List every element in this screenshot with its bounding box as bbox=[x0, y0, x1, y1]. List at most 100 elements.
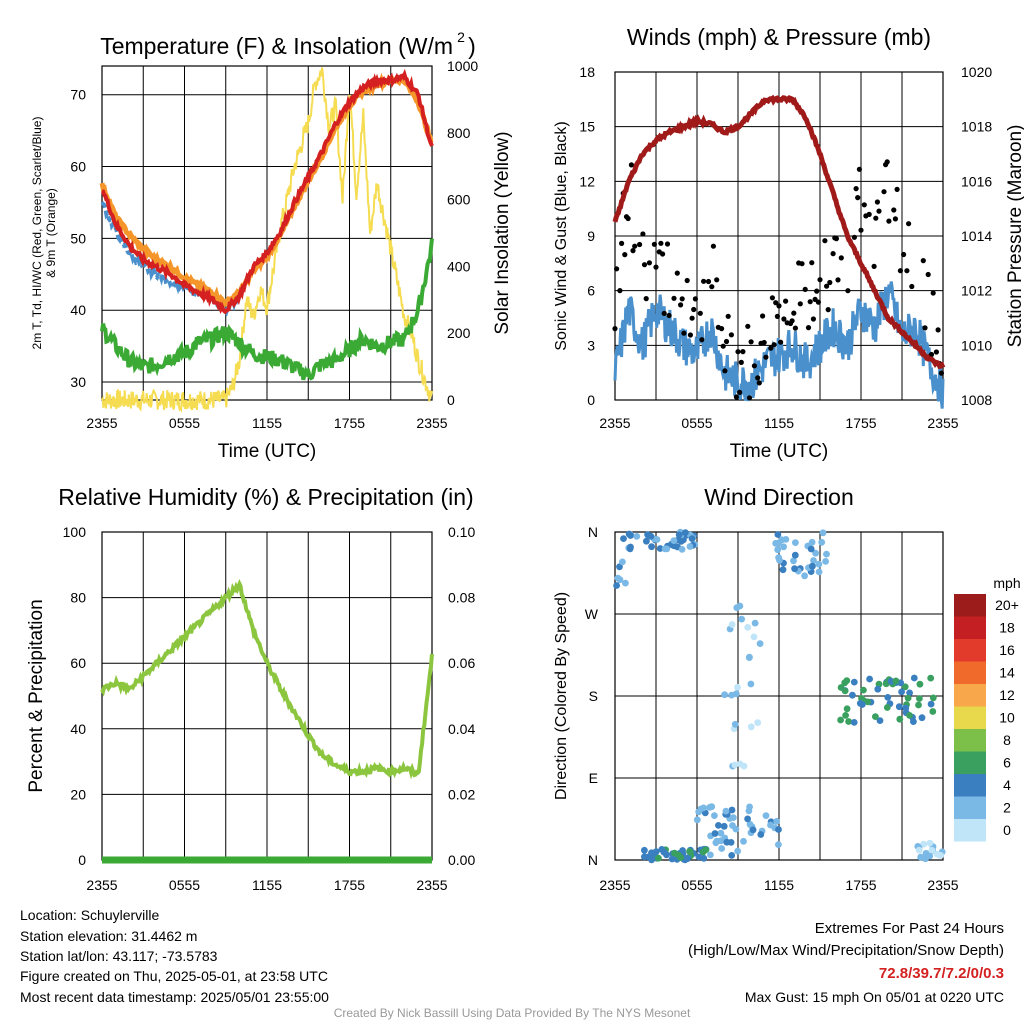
y2-tick-label: 0.02 bbox=[448, 786, 475, 802]
y-tick-label: N bbox=[588, 852, 598, 868]
gust-point bbox=[810, 316, 817, 322]
gust-point bbox=[701, 278, 707, 284]
legend-swatch bbox=[954, 706, 986, 729]
x-tick-label: 0555 bbox=[681, 877, 712, 893]
direction-point bbox=[653, 536, 661, 543]
y2-tick-label: 1016 bbox=[961, 173, 992, 189]
direction-point bbox=[927, 700, 935, 708]
direction-point bbox=[686, 543, 694, 550]
y-tick-label: 15 bbox=[579, 119, 595, 135]
y2-tick-label: 0.06 bbox=[448, 655, 475, 671]
elevation-text: Station elevation: 31.4462 m bbox=[20, 928, 198, 944]
gust-point bbox=[684, 277, 690, 284]
gust-point bbox=[792, 325, 799, 331]
legend-label: 18 bbox=[999, 620, 1015, 636]
direction-point bbox=[751, 619, 759, 627]
direction-point bbox=[757, 831, 765, 838]
direction-point bbox=[819, 529, 827, 537]
gust-point bbox=[725, 313, 731, 319]
y2-axis-label: Station Pressure (Maroon) bbox=[1005, 125, 1024, 348]
gust-point bbox=[637, 241, 643, 248]
gust-point bbox=[661, 310, 667, 316]
direction-point bbox=[896, 715, 904, 723]
y-tick-label: 50 bbox=[70, 230, 86, 246]
plot-area-humidity bbox=[101, 531, 433, 861]
gust-point bbox=[814, 288, 820, 294]
gust-point bbox=[710, 243, 717, 249]
gust-point bbox=[930, 290, 936, 296]
direction-point bbox=[929, 694, 937, 702]
gust-point bbox=[709, 284, 715, 290]
gust-point bbox=[699, 337, 705, 343]
gust-point bbox=[640, 231, 646, 237]
direction-point bbox=[933, 850, 941, 858]
direction-point bbox=[898, 688, 905, 696]
gust-point bbox=[835, 277, 841, 283]
direction-point bbox=[843, 705, 851, 713]
direction-point bbox=[750, 633, 758, 641]
gust-point bbox=[815, 299, 822, 305]
direction-point bbox=[920, 840, 927, 848]
series-gust-points bbox=[612, 159, 945, 401]
gust-point bbox=[938, 370, 945, 376]
direction-point bbox=[775, 554, 782, 561]
x-tick-label: 1155 bbox=[252, 415, 282, 431]
y2-tick-label: 200 bbox=[447, 325, 471, 341]
gust-point bbox=[748, 339, 754, 345]
extremes-values: 72.8/39.7/7.2/0/0.3 bbox=[878, 965, 1004, 982]
gust-point bbox=[666, 312, 672, 319]
y2-tick-label: 400 bbox=[447, 258, 471, 274]
direction-point bbox=[746, 653, 753, 661]
gust-point bbox=[746, 395, 753, 401]
gust-point bbox=[866, 211, 872, 217]
gust-point bbox=[805, 325, 812, 331]
chart-title: Temperature (F) & Insolation (W/m bbox=[100, 33, 453, 59]
created-text: Figure created on Thu, 2025-05-01, at 23… bbox=[20, 968, 328, 984]
gust-point bbox=[681, 330, 687, 336]
gust-point bbox=[904, 268, 910, 274]
direction-point bbox=[774, 546, 782, 554]
extremes-subtitle: (High/Low/Max Wind/Precipitation/Snow De… bbox=[688, 942, 1004, 959]
gust-point bbox=[628, 162, 635, 168]
gust-point bbox=[851, 234, 858, 240]
gust-point bbox=[876, 208, 882, 214]
gust-point bbox=[705, 278, 712, 285]
direction-point bbox=[693, 816, 701, 824]
gust-point bbox=[622, 252, 628, 258]
direction-point bbox=[715, 822, 722, 829]
gust-point bbox=[660, 251, 666, 257]
y-tick-label: 40 bbox=[70, 302, 86, 318]
gust-point bbox=[925, 271, 931, 278]
gust-point bbox=[751, 363, 758, 369]
gust-point bbox=[691, 306, 697, 313]
gust-point bbox=[824, 283, 830, 289]
x-tick-label: 0555 bbox=[169, 877, 200, 893]
y2-tick-label: 1014 bbox=[961, 228, 992, 244]
direction-point bbox=[641, 846, 648, 854]
direction-point bbox=[775, 841, 782, 848]
direction-point bbox=[792, 539, 799, 546]
gust-point bbox=[714, 277, 720, 283]
y-tick-label: 40 bbox=[70, 721, 86, 737]
direction-point bbox=[815, 560, 823, 568]
direction-point bbox=[915, 846, 923, 854]
direction-point bbox=[723, 838, 731, 846]
gust-point bbox=[763, 354, 769, 360]
y2-tick-label: 0.10 bbox=[448, 524, 475, 540]
direction-point bbox=[822, 558, 829, 565]
gust-point bbox=[678, 302, 684, 308]
gust-point bbox=[773, 300, 779, 306]
y-tick-label: N bbox=[588, 524, 598, 540]
direction-point bbox=[864, 698, 872, 706]
gust-point bbox=[830, 251, 836, 257]
legend-title: mph bbox=[993, 575, 1020, 591]
direction-point bbox=[775, 539, 782, 547]
direction-point bbox=[791, 565, 798, 573]
y2-axis-label: Solar Insolation (Yellow) bbox=[492, 131, 513, 334]
gust-point bbox=[740, 349, 746, 355]
gust-point bbox=[871, 263, 877, 269]
direction-point bbox=[722, 807, 730, 815]
direction-point bbox=[622, 579, 629, 587]
direction-point bbox=[695, 853, 703, 861]
direction-point bbox=[841, 687, 849, 695]
